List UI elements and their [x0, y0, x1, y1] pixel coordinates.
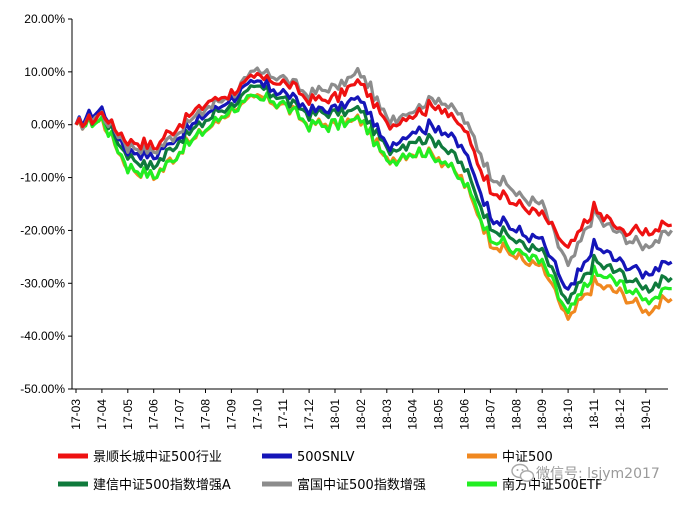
y-tick-label: 10.00%: [24, 65, 65, 79]
y-tick-label: -20.00%: [20, 223, 65, 237]
legend-label-5: 富国中证500指数增强: [297, 477, 426, 493]
y-tick-label: 0.00%: [31, 118, 65, 132]
series-line-4: [74, 84, 673, 305]
watermark-text: 微信号: lsjym2017: [536, 466, 660, 482]
x-tick-label: 18-04: [406, 399, 420, 430]
y-tick-label: -50.00%: [20, 382, 65, 396]
series-layer: [74, 66, 673, 321]
series-line-1: [74, 71, 672, 249]
x-tick-label: 18-05: [432, 399, 446, 430]
x-tick-label: 18-06: [458, 399, 472, 430]
x-tick-label: 19-01: [639, 399, 653, 430]
x-tick-label: 17-05: [121, 399, 135, 430]
series-line-2: [74, 77, 673, 291]
y-tick-label: 20.00%: [24, 12, 65, 26]
y-tick-label: -30.00%: [20, 276, 65, 290]
x-tick-label: 18-03: [380, 399, 394, 430]
x-axis: 17-03 17-04 17-05 17-06 17-07 17-08 17-09 17-10…: [69, 388, 668, 430]
x-tick-label: 17-03: [69, 399, 83, 430]
series-line-5: [74, 66, 673, 268]
y-tick-label: -10.00%: [20, 171, 65, 185]
x-tick-label: 18-08: [509, 399, 523, 430]
x-tick-label: 18-11: [587, 399, 601, 429]
x-tick-label: 18-02: [354, 399, 368, 430]
x-tick-label: 17-07: [173, 399, 187, 430]
x-tick-label: 18-01: [328, 399, 342, 430]
x-tick-label: 18-10: [561, 399, 575, 430]
x-tick-label: 18-09: [535, 399, 549, 430]
legend-label-2: 500SNLV: [297, 450, 355, 465]
x-tick-label: 17-12: [302, 399, 316, 430]
x-tick-label: 17-06: [147, 399, 161, 430]
watermark: 微信号: lsjym2017: [511, 463, 660, 482]
x-tick-label: 17-08: [199, 399, 213, 430]
x-tick-label: 17-11: [276, 399, 290, 429]
y-axis: 20.00% 10.00% 0.00% -10.00% -20.00% -30.00% -4…: [20, 12, 73, 396]
y-tick-label: -40.00%: [20, 329, 65, 343]
legend-label-4: 建信中证500指数增强A: [93, 478, 231, 493]
wechat-icon: [511, 463, 535, 482]
x-tick-label: 18-07: [483, 399, 497, 430]
legend-label-1: 景顺长城中证500行业: [93, 450, 222, 465]
x-tick-label: 17-09: [224, 399, 238, 430]
x-tick-label: 18-12: [613, 399, 627, 430]
series-line-6: [74, 91, 672, 315]
x-tick-label: 17-10: [250, 399, 264, 430]
legend-label-3: 中证500: [502, 450, 553, 465]
x-tick-label: 17-04: [95, 399, 109, 430]
